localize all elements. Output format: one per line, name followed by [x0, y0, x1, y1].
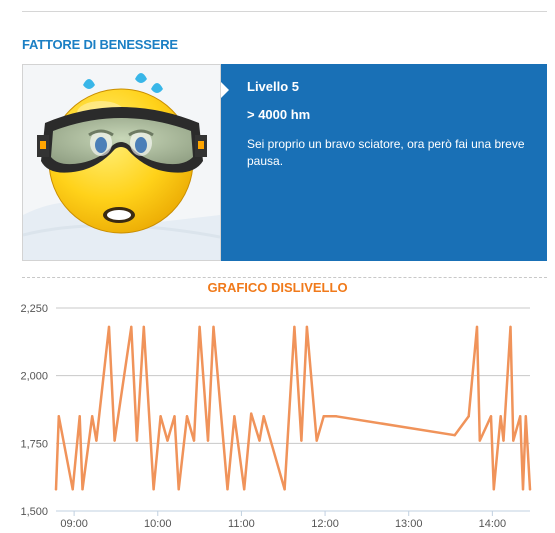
elevation-data-point — [512, 439, 515, 442]
chart-title-row: GRAFICO DISLIVELLO — [0, 280, 555, 295]
elevation-data-point — [54, 488, 58, 491]
elevation-series-line — [54, 325, 532, 491]
x-tick-label: 09:00 — [60, 518, 88, 530]
elevation-data-point — [489, 415, 493, 418]
elevation-data-point — [243, 488, 246, 491]
elevation-data-point — [159, 415, 162, 418]
elevation-data-point — [233, 415, 236, 418]
level-value: > 4000 hm — [247, 107, 311, 122]
chart-title: GRAFICO DISLIVELLO — [203, 280, 352, 295]
elevation-data-point — [95, 439, 98, 442]
panel-pointer-arrow — [221, 82, 229, 98]
elevation-data-point — [57, 415, 60, 418]
elevation-data-point — [258, 439, 261, 442]
y-tick-label: 2,000 — [20, 371, 48, 383]
elevation-data-point — [315, 439, 318, 442]
elevation-data-point — [322, 415, 325, 418]
elevation-data-point — [226, 488, 229, 491]
elevation-data-point — [130, 325, 133, 329]
elevation-data-point — [135, 439, 139, 442]
elevation-data-point — [142, 325, 145, 329]
elevation-data-point — [521, 488, 525, 491]
elevation-data-point — [509, 325, 512, 329]
elevation-data-point — [335, 415, 338, 418]
elevation-data-point — [492, 488, 495, 491]
x-tick-label: 14:00 — [479, 518, 507, 530]
elevation-data-point — [283, 488, 286, 491]
elevation-data-point — [475, 325, 479, 329]
elevation-data-point — [212, 325, 215, 329]
elevation-data-point — [173, 415, 176, 418]
elevation-data-point — [499, 415, 502, 418]
wellness-image — [22, 64, 221, 261]
wellness-section-title: FATTORE DI BENESSERE — [22, 37, 178, 52]
elevation-data-point — [113, 439, 116, 442]
elevation-data-point — [81, 488, 84, 491]
elevation-data-point — [107, 325, 111, 329]
elevation-data-point — [78, 415, 81, 418]
elevation-data-point — [300, 439, 303, 442]
elevation-data-point — [453, 434, 456, 437]
skier-smiley-illustration — [23, 65, 220, 260]
elevation-data-point — [519, 415, 522, 418]
elevation-chart: 1,500 1,750 2,000 2,250 09:00 10:00 11:00 12:00… — [20, 303, 532, 530]
elevation-data-point — [332, 415, 335, 418]
elevation-data-point — [222, 439, 225, 442]
elevation-data-point — [250, 412, 253, 415]
elevation-data-point — [524, 415, 527, 418]
elevation-data-point — [206, 439, 210, 442]
elevation-data-point — [166, 439, 169, 442]
x-tick-label: 11:00 — [228, 518, 255, 530]
y-tick-label: 2,250 — [20, 303, 48, 315]
y-tick-label: 1,750 — [20, 438, 48, 450]
x-tick-label: 10:00 — [144, 518, 172, 530]
elevation-data-point — [198, 325, 201, 329]
elevation-data-point — [478, 439, 481, 442]
elevation-data-point — [305, 325, 309, 329]
elevation-data-point — [192, 439, 196, 442]
elevation-data-point — [262, 415, 265, 418]
elevation-data-point — [177, 488, 180, 491]
section-divider — [22, 277, 547, 278]
level-title: Livello 5 — [247, 79, 300, 94]
level-description: Sei proprio un bravo sciatore, ora però … — [247, 137, 525, 168]
elevation-data-point — [91, 415, 94, 418]
level-info-panel: Livello 5 > 4000 hm Sei proprio un bravo… — [221, 64, 547, 261]
elevation-data-point — [502, 439, 505, 442]
elevation-data-point — [152, 488, 155, 491]
elevation-data-point — [467, 415, 470, 418]
elevation-data-point — [293, 325, 296, 329]
wellness-card: Livello 5 > 4000 hm Sei proprio un bravo… — [22, 64, 547, 261]
elevation-data-point — [185, 415, 189, 418]
x-tick-label: 12:00 — [311, 518, 339, 530]
elevation-data-point — [71, 488, 74, 491]
y-tick-label: 1,500 — [20, 506, 48, 518]
elevation-data-point — [528, 488, 532, 491]
top-divider — [22, 11, 547, 12]
x-tick-label: 13:00 — [395, 518, 423, 530]
